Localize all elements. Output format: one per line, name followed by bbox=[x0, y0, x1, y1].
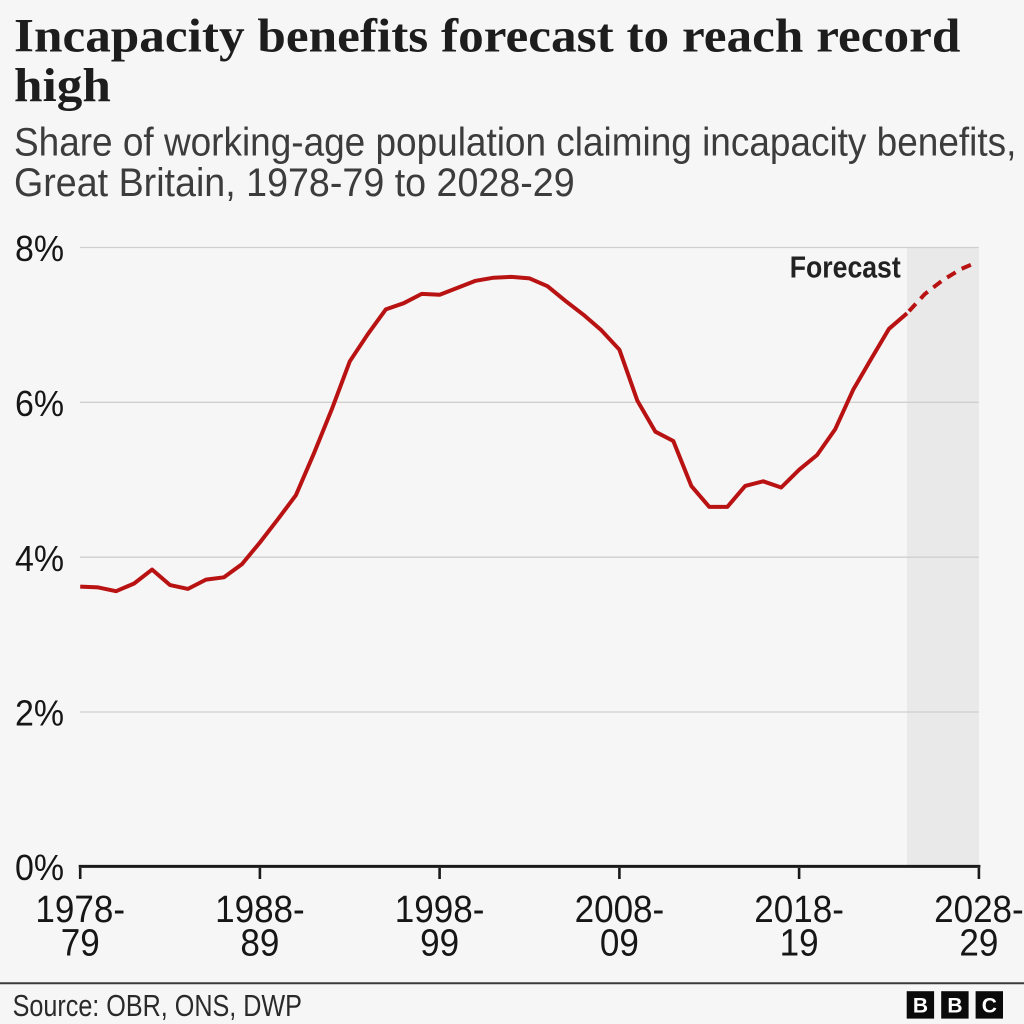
svg-text:high: high bbox=[14, 58, 111, 111]
svg-text:99: 99 bbox=[420, 921, 459, 964]
svg-text:29: 29 bbox=[959, 921, 998, 964]
svg-text:09: 09 bbox=[600, 921, 639, 964]
svg-text:0%: 0% bbox=[15, 848, 64, 888]
svg-text:C: C bbox=[982, 994, 997, 1017]
svg-text:Great Britain, 1978-79 to 2028: Great Britain, 1978-79 to 2028-29 bbox=[14, 161, 575, 205]
svg-text:B: B bbox=[913, 994, 928, 1017]
svg-text:89: 89 bbox=[240, 921, 279, 964]
svg-text:2028-: 2028- bbox=[934, 888, 1024, 931]
svg-text:2018-: 2018- bbox=[754, 888, 844, 931]
svg-text:Source: OBR, ONS, DWP: Source: OBR, ONS, DWP bbox=[13, 987, 302, 1022]
svg-text:1998-: 1998- bbox=[395, 888, 485, 931]
svg-text:2008-: 2008- bbox=[575, 888, 665, 931]
svg-text:1978-: 1978- bbox=[35, 888, 125, 931]
svg-text:6%: 6% bbox=[15, 384, 64, 424]
svg-text:79: 79 bbox=[61, 921, 100, 964]
svg-text:8%: 8% bbox=[15, 229, 64, 269]
svg-text:Share of working-age populatio: Share of working-age population claiming… bbox=[14, 120, 1016, 165]
svg-text:4%: 4% bbox=[15, 539, 64, 579]
svg-text:19: 19 bbox=[780, 921, 819, 964]
svg-text:Incapacity benefits forecast t: Incapacity benefits forecast to reach re… bbox=[14, 9, 961, 62]
svg-text:1988-: 1988- bbox=[215, 888, 305, 931]
svg-text:B: B bbox=[947, 994, 962, 1017]
svg-text:2%: 2% bbox=[15, 694, 64, 734]
svg-text:Forecast: Forecast bbox=[790, 251, 901, 285]
